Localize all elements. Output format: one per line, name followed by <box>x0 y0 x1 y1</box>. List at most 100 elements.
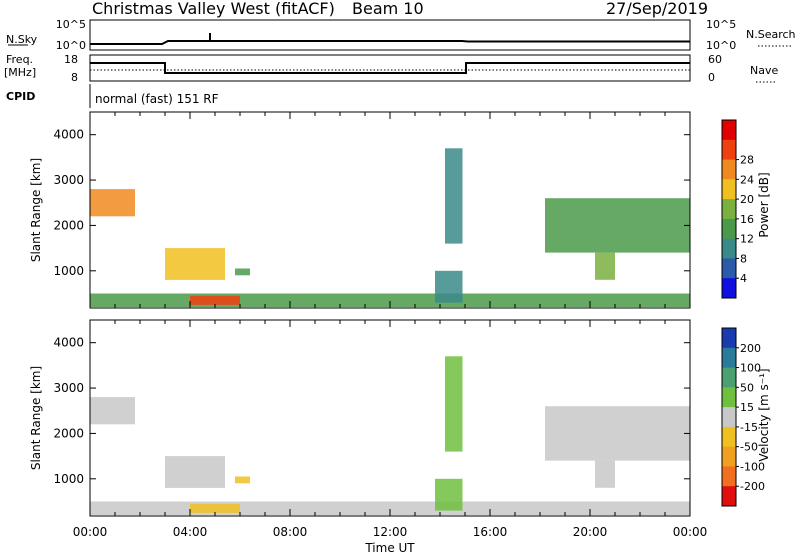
time-label-5: 20:00 <box>573 525 608 539</box>
power-colorbar-seg-2 <box>722 159 736 180</box>
freq-unit: [MHz] <box>4 66 36 79</box>
power-colorbar-seg-3 <box>722 179 736 200</box>
power-colorbar-label-0: 4 <box>740 272 747 285</box>
power-colorbar-seg-6 <box>722 238 736 259</box>
velocity-colorbar-label-3: 15 <box>740 401 754 414</box>
velocity-colorbar-label-4: -15 <box>740 421 758 434</box>
power-colorbar-label-6: 28 <box>740 154 754 167</box>
nsearch-label: N.Search <box>746 28 796 41</box>
power-x-ticks <box>89 112 691 308</box>
time-axis-title: Time UT <box>364 541 415 554</box>
nsearch-tick-bottom: 10^0 <box>706 39 736 52</box>
nsky-tick-bottom: 10^0 <box>56 39 86 52</box>
power-colorbar-label-1: 8 <box>740 252 747 265</box>
velocity-region-6 <box>445 356 463 452</box>
power-colorbar-seg-0 <box>722 120 736 141</box>
velocity-ytick-label-3000: 3000 <box>53 381 84 395</box>
velocity-heatmap <box>90 356 690 516</box>
freq-panel: Freq. [MHz] 18 8 60 0 Nave <box>4 53 778 84</box>
velocity-colorbar-label-2: 50 <box>740 381 754 394</box>
power-region-5 <box>435 270 463 303</box>
power-region-2 <box>235 268 250 276</box>
nsky-label: N.Sky <box>6 33 38 46</box>
power-ytick-label-3000: 3000 <box>53 173 84 187</box>
power-region-1 <box>165 248 225 280</box>
power-colorbar-seg-5 <box>722 218 736 240</box>
power-colorbar-label-2: 12 <box>740 233 754 246</box>
velocity-colorbar-label-6: -100 <box>740 460 765 473</box>
power-panel: 1000 2000 3000 4000 Slant Range [km] 4 8 12 16… <box>29 111 771 309</box>
velocity-ytick-label-1000: 1000 <box>53 472 84 486</box>
velocity-x-ticks <box>89 320 691 516</box>
power-ytick-label-1000: 1000 <box>53 264 84 278</box>
power-colorbar-label-4: 20 <box>740 193 754 206</box>
time-axis-labels: 00:00 04:00 08:00 12:00 16:00 20:00 00:00 <box>73 525 708 539</box>
velocity-colorbar-seg-6 <box>722 446 736 467</box>
power-ylabel: Slant Range [km] <box>29 158 43 262</box>
power-colorbar-seg-7 <box>722 258 736 279</box>
velocity-ytick-label-2000: 2000 <box>53 426 84 440</box>
nsky-tick-top: 10^5 <box>56 18 86 31</box>
power-region-0 <box>90 189 135 217</box>
time-label-4: 16:00 <box>473 525 508 539</box>
nsky-trace <box>90 40 690 45</box>
beam-label: Beam 10 <box>352 0 424 18</box>
velocity-colorbar-seg-5 <box>722 426 736 448</box>
time-label-6: 00:00 <box>673 525 708 539</box>
power-colorbar-label-5: 24 <box>740 173 754 186</box>
velocity-colorbar-seg-7 <box>722 466 736 487</box>
velocity-colorbar-frame <box>721 327 737 507</box>
date-label: 27/Sep/2019 <box>606 0 708 18</box>
power-colorbar-seg-4 <box>722 199 736 220</box>
velocity-colorbar-title: Velocity [m s⁻¹] <box>757 368 771 461</box>
power-colorbar: 4 8 12 16 20 24 28 <box>721 119 754 299</box>
velocity-region-8 <box>595 460 615 488</box>
freq-tick-bottom: 8 <box>71 71 78 84</box>
velocity-region-0 <box>90 397 135 425</box>
velocity-colorbar-seg-8 <box>722 486 736 507</box>
cpid-value: normal (fast) 151 RF <box>95 92 219 106</box>
power-colorbar-title: Power [dB] <box>757 172 771 237</box>
time-label-2: 08:00 <box>273 525 308 539</box>
power-y-axis: 1000 2000 3000 4000 <box>53 128 690 278</box>
velocity-colorbar-label-5: -50 <box>740 441 758 454</box>
time-label-1: 04:00 <box>173 525 208 539</box>
velocity-region-4 <box>190 503 240 513</box>
freq-trace <box>90 62 690 74</box>
power-ytick-label-2000: 2000 <box>53 218 84 232</box>
velocity-colorbar-label-0: 200 <box>740 342 761 355</box>
station-title: Christmas Valley West (fitACF) <box>92 0 335 18</box>
velocity-colorbar-seg-3 <box>722 387 736 408</box>
velocity-ytick-label-4000: 4000 <box>53 336 84 350</box>
power-region-7 <box>545 198 690 253</box>
freq-tick-top: 18 <box>64 53 78 66</box>
velocity-colorbar-label-7: -200 <box>740 480 765 493</box>
nsky-panel: N.Sky 10^5 10^0 10^5 10^0 N.Search <box>6 18 796 52</box>
power-colorbar-frame <box>721 119 737 299</box>
power-ytick-label-4000: 4000 <box>53 128 84 142</box>
velocity-ylabel: Slant Range [km] <box>29 366 43 470</box>
nsearch-tick-top: 10^5 <box>706 18 736 31</box>
velocity-panel: 1000 2000 3000 4000 Slant Range [km] 200 100… <box>29 319 771 517</box>
velocity-colorbar-label-1: 100 <box>740 362 761 375</box>
power-colorbar-seg-8 <box>722 278 736 299</box>
cpid-label: CPID <box>6 90 35 103</box>
velocity-region-1 <box>165 456 225 488</box>
time-label-0: 00:00 <box>73 525 108 539</box>
velocity-colorbar: 200 100 50 15 -15 -50 -100 -200 <box>721 327 765 507</box>
velocity-region-5 <box>435 478 463 511</box>
power-colorbar-seg-1 <box>722 139 736 161</box>
velocity-y-axis: 1000 2000 3000 4000 <box>53 336 690 486</box>
velocity-colorbar-seg-2 <box>722 367 736 388</box>
power-region-8 <box>595 252 615 280</box>
velocity-colorbar-seg-4 <box>722 407 736 428</box>
velocity-region-7 <box>545 406 690 461</box>
nave-tick-bottom: 0 <box>708 71 715 84</box>
time-label-3: 12:00 <box>373 525 408 539</box>
power-region-6 <box>445 148 463 244</box>
freq-label: Freq. <box>6 53 33 66</box>
nave-label: Nave <box>750 64 778 77</box>
nave-tick-top: 60 <box>708 53 722 66</box>
